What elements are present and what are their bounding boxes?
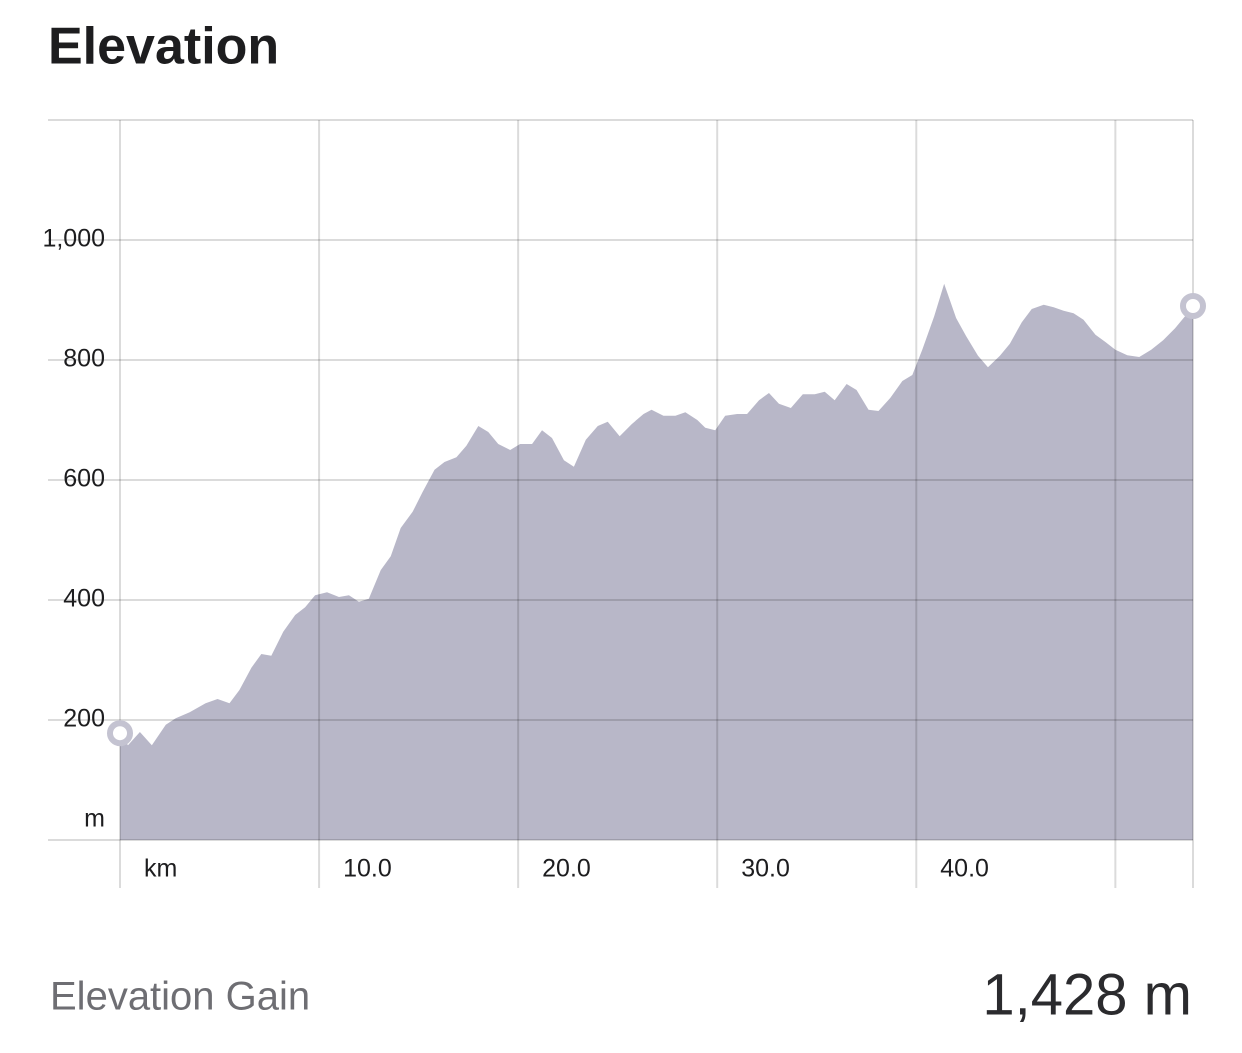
stat-label: Elevation Gain: [50, 975, 310, 1019]
endpoint-marker: [107, 720, 133, 747]
y-tick-label: 800: [63, 345, 105, 373]
x-tick-label: 30.0: [741, 855, 790, 883]
elevation-area: [120, 283, 1193, 840]
x-tick-label: 40.0: [940, 855, 989, 883]
x-tick-label: 10.0: [343, 855, 392, 883]
x-tick-label: 20.0: [542, 855, 591, 883]
y-tick-label: 200: [63, 705, 105, 733]
stat-value: 1,428 m: [982, 962, 1192, 1027]
y-tick-label: 400: [63, 585, 105, 613]
y-tick-label: 600: [63, 465, 105, 493]
title: Elevation: [48, 18, 279, 76]
y-tick-label: m: [84, 805, 105, 833]
x-tick-label: km: [144, 855, 177, 883]
endpoint-marker: [1180, 293, 1206, 319]
y-tick-label: 1,000: [42, 225, 105, 253]
